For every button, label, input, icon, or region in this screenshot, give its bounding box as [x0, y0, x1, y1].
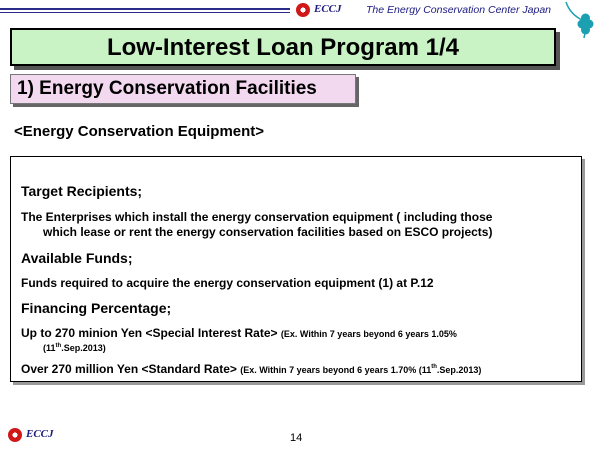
header-rule-thin — [0, 12, 290, 13]
special-date-day: 11 — [46, 343, 56, 353]
target-recipients-line2: which lease or rent the energy conservat… — [43, 225, 493, 239]
header-organization: The Energy Conservation Center Japan — [366, 4, 552, 16]
standard-date-day: 11 — [421, 365, 432, 375]
available-funds-label: Available Funds; — [21, 250, 133, 266]
page-title: Low-Interest Loan Program 1/4 — [106, 34, 460, 61]
special-date-sup: th — [55, 343, 62, 349]
available-funds-text: Funds required to acquire the energy con… — [21, 276, 434, 290]
target-recipients-label: Target Recipients; — [21, 183, 143, 199]
section-heading: <Energy Conservation Equipment> — [14, 123, 265, 140]
special-rate-line: Up to 270 minion Yen <Special Interest R… — [21, 326, 457, 340]
financing-percentage-label: Financing Percentage; — [21, 300, 172, 316]
header-rule — [0, 8, 290, 10]
standard-date-sup: th — [431, 364, 437, 370]
clover-icon — [565, 1, 594, 39]
special-date-rest: .Sep.2013) — [61, 343, 106, 353]
page-number: 14 — [290, 432, 303, 444]
content-box: Target Recipients; The Enterprises which… — [10, 156, 582, 382]
target-recipients-line1: The Enterprises which install the energy… — [21, 210, 493, 224]
eccj-logo-icon — [296, 3, 310, 17]
subtitle: 1) Energy Conservation Facilities — [17, 78, 317, 99]
standard-rate-note: (Ex. Within 7 years beyond 6 years 1.70%… — [240, 365, 422, 375]
special-rate-note: (Ex. Within 7 years beyond 6 years 1.05% — [280, 329, 457, 339]
standard-rate-main: Over 270 million Yen <Standard Rate> — [21, 362, 237, 376]
subtitle-banner: 1) Energy Conservation Facilities — [10, 74, 356, 104]
footer-brand: ECCJ — [26, 428, 54, 440]
special-rate-date: (11th.Sep.2013) — [43, 343, 106, 353]
standard-date-rest: .Sep.2013) — [436, 365, 482, 375]
standard-rate-line: Over 270 million Yen <Standard Rate> (Ex… — [21, 362, 481, 376]
special-rate-main: Up to 270 minion Yen <Special Interest R… — [21, 326, 278, 340]
header-brand: ECCJ — [314, 3, 342, 15]
footer-eccj-logo-icon — [8, 428, 22, 442]
title-banner: Low-Interest Loan Program 1/4 — [10, 28, 556, 66]
